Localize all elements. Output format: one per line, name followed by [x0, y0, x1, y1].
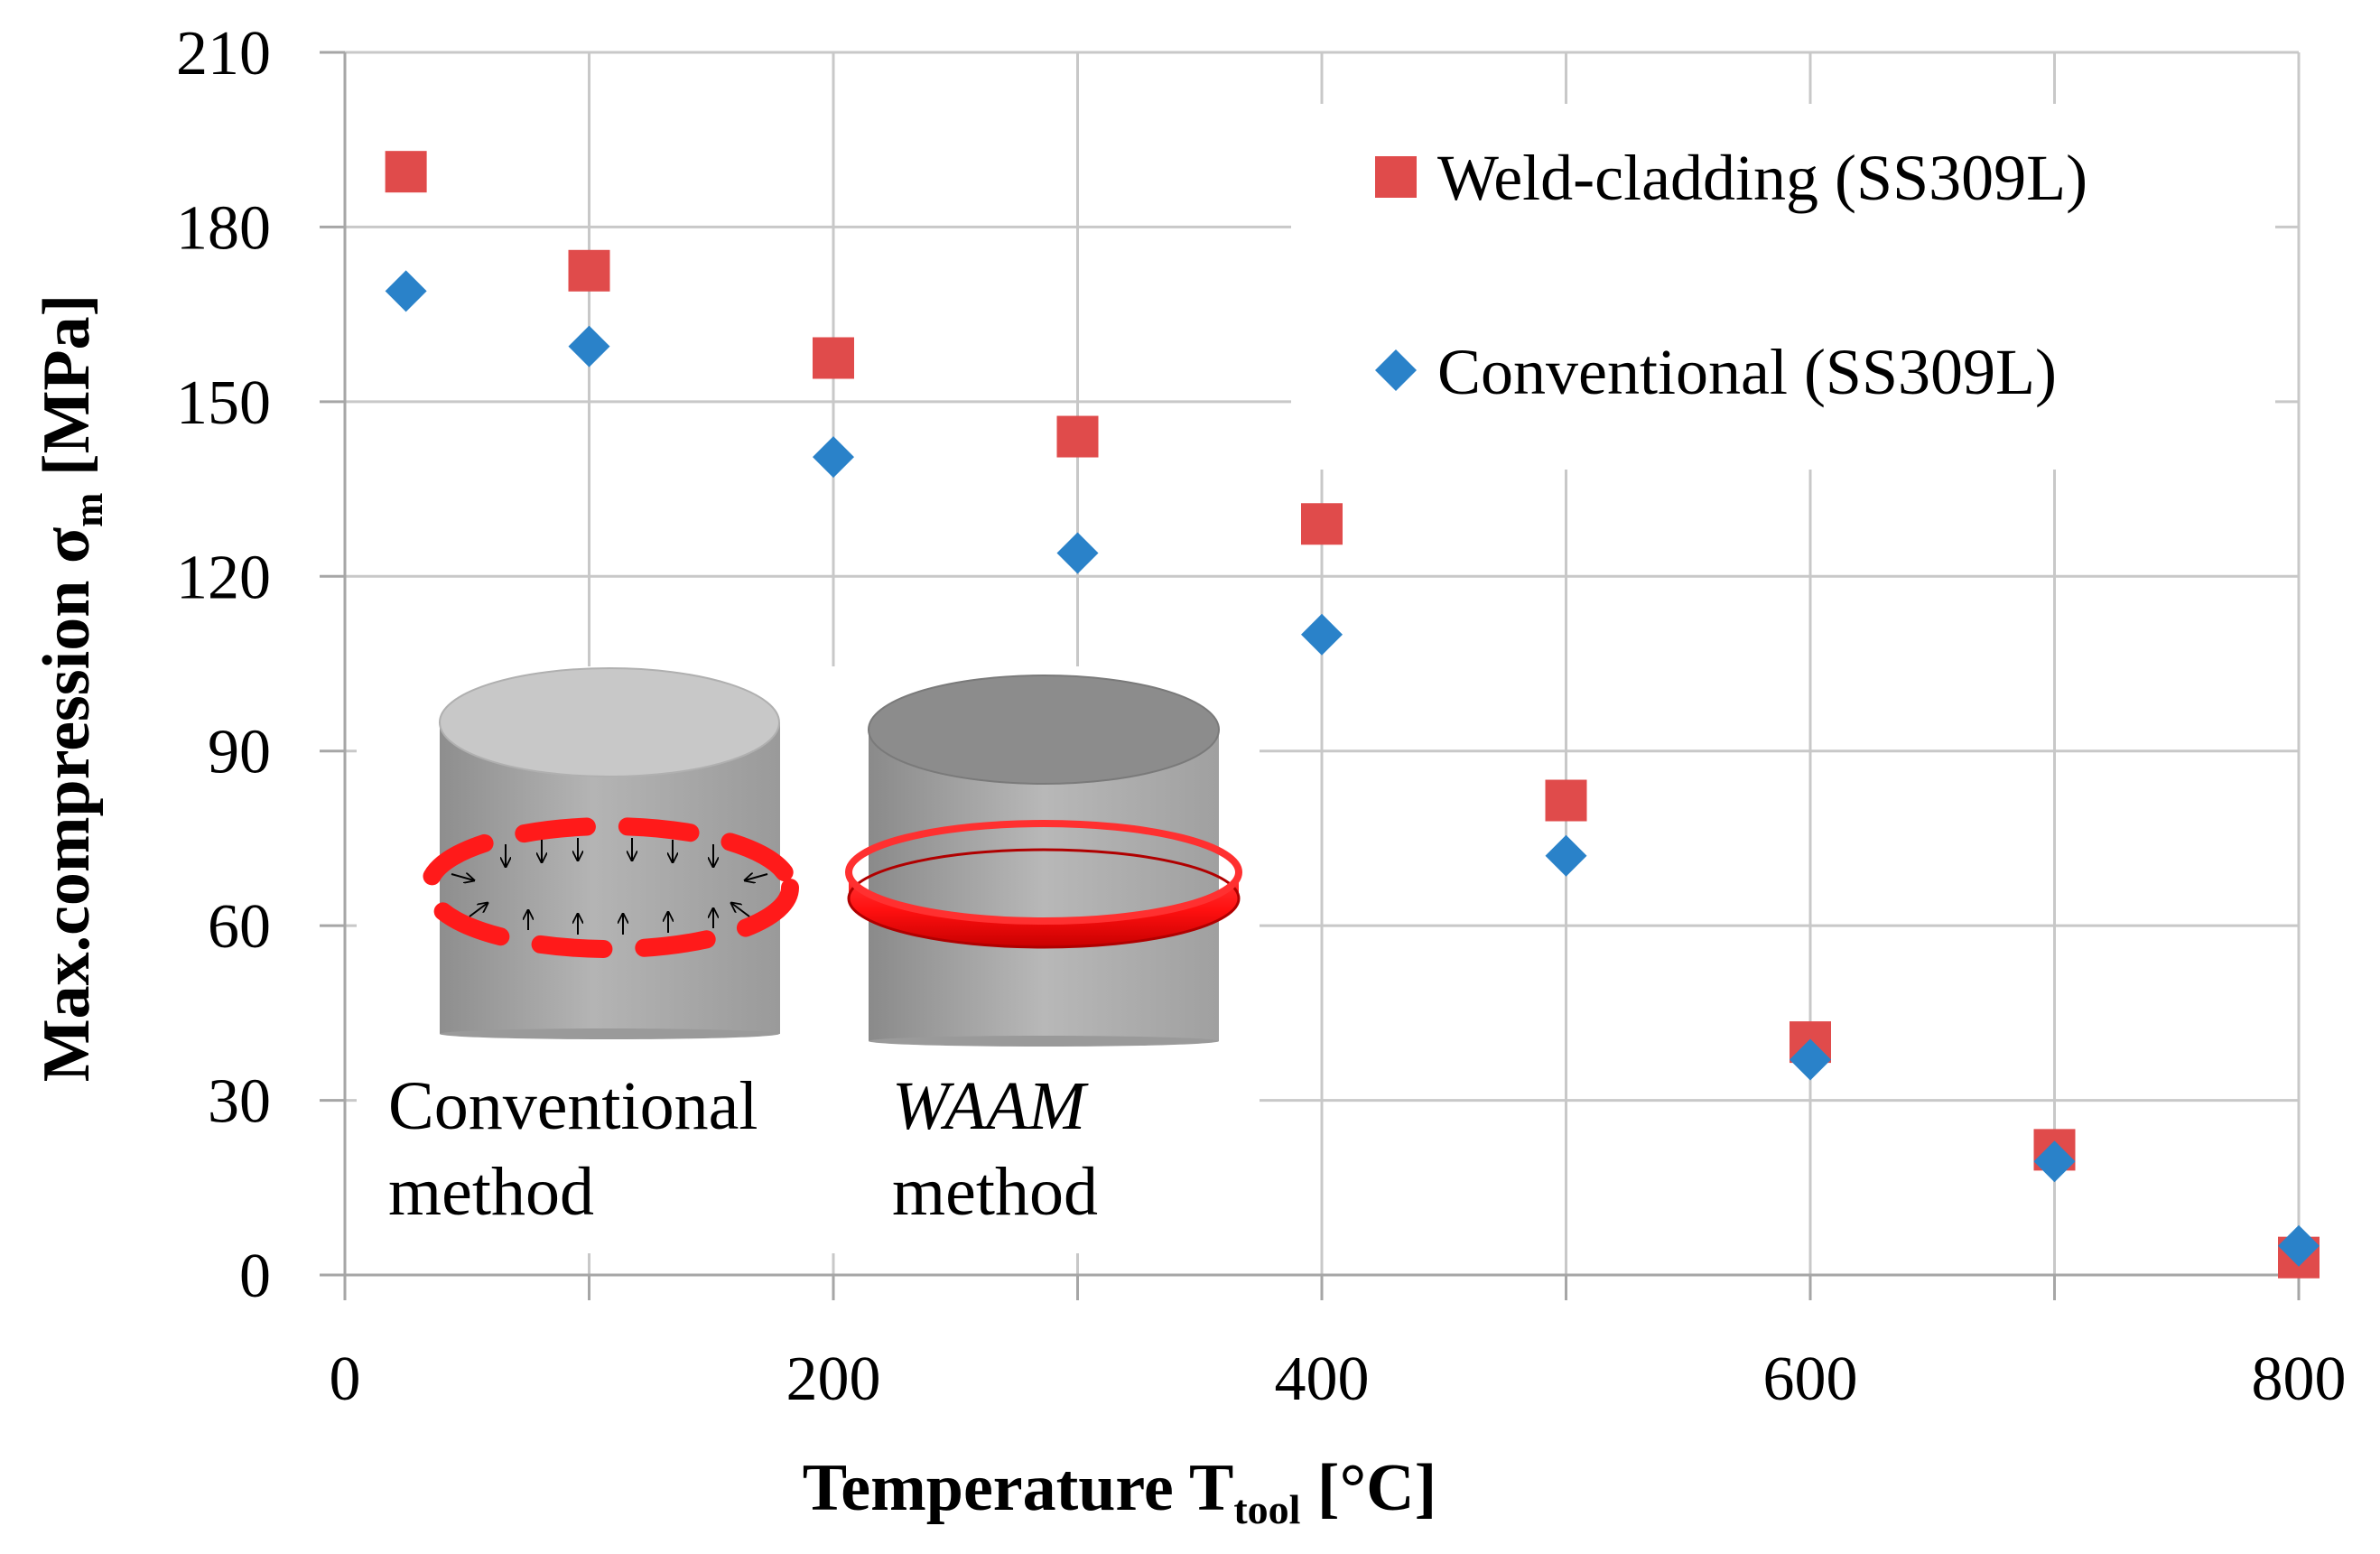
- inset-label-conventional-line2: method: [388, 1154, 594, 1230]
- x-axis-title: Temperature Ttool [°C]: [803, 1451, 1437, 1532]
- x-tick-label: 0: [330, 1345, 361, 1414]
- waam-cylinder-top: [868, 675, 1220, 785]
- x-axis-title-sub: tool: [1233, 1486, 1300, 1532]
- legend: Weld-cladding (SS309L) Conventional (SS3…: [1291, 104, 2275, 470]
- conventional-point: [1056, 532, 1099, 574]
- legend-label-conventional: Conventional (SS309L): [1437, 336, 2057, 408]
- data-points: [385, 151, 2320, 1279]
- conventional-point: [1301, 613, 1343, 656]
- conventional-point: [2033, 1140, 2076, 1183]
- conventional-point: [568, 325, 610, 368]
- weld-cladding-point: [1545, 779, 1587, 822]
- y-tick-label: 120: [176, 543, 271, 612]
- waam-ring-lower-edge: [847, 848, 1241, 949]
- x-tick-label: 400: [1275, 1345, 1370, 1414]
- legend-background: [1291, 104, 2275, 470]
- legend-marker-conventional: [1375, 349, 1417, 391]
- conventional-dashed-ring: [420, 817, 799, 958]
- inset-illustration: Conventional method WAAM method: [357, 666, 1260, 1253]
- x-tick-labels: 0 200 400 600 800: [330, 1345, 2347, 1414]
- x-tick-label: 600: [1763, 1345, 1858, 1414]
- y-tick-label: 30: [208, 1067, 271, 1137]
- waam-ring: [849, 872, 1239, 947]
- conventional-point: [2278, 1224, 2320, 1267]
- conventional-cylinder-top: [439, 667, 780, 777]
- inset-label-conventional-line1: Conventional: [388, 1068, 758, 1144]
- x-tick-label: 200: [786, 1345, 881, 1414]
- x-tick-label: 800: [2252, 1345, 2347, 1414]
- y-tick-label: 60: [208, 892, 271, 962]
- waam-ring-top-edge: [845, 820, 1242, 925]
- y-tick-label: 0: [239, 1242, 271, 1311]
- conventional-point: [385, 270, 427, 312]
- y-axis-title-sub: m: [65, 493, 111, 527]
- y-axis-title-unit: [MPa]: [30, 294, 104, 493]
- conventional-point: [1545, 834, 1587, 877]
- compression-arrows: [451, 838, 768, 935]
- conventional-point: [813, 436, 854, 479]
- axes: [320, 51, 2301, 1300]
- waam-cylinder: [845, 675, 1242, 1047]
- x-axis-title-unit: [°C]: [1300, 1451, 1436, 1525]
- inset-label-waam-line2: method: [892, 1154, 1098, 1230]
- legend-label-weld-cladding: Weld-cladding (SS309L): [1437, 142, 2087, 214]
- weld-cladding-point: [568, 249, 610, 292]
- legend-marker-weld-cladding: [1375, 156, 1417, 198]
- weld-cladding-point: [385, 151, 427, 193]
- conventional-point: [1790, 1038, 1831, 1081]
- conventional-cylinder-bottom: [440, 1028, 779, 1039]
- y-tick-label: 210: [176, 19, 271, 88]
- inset-label-waam-line1: WAAM: [892, 1068, 1089, 1144]
- y-tick-label: 90: [208, 718, 271, 787]
- y-axis-title: Max.compression σm [MPa]: [30, 294, 111, 1083]
- x-axis-title-main: Temperature T: [803, 1451, 1234, 1525]
- y-tick-label: 150: [176, 368, 271, 438]
- weld-cladding-point: [1301, 503, 1343, 545]
- waam-cylinder-bottom: [869, 1036, 1219, 1047]
- weld-cladding-point: [1056, 415, 1099, 458]
- conventional-cylinder: [420, 667, 799, 1039]
- y-tick-label: 180: [176, 193, 271, 263]
- y-tick-labels: 0 30 60 90 120 150 180 210: [176, 19, 271, 1311]
- y-axis-title-main: Max.compression σ: [30, 527, 104, 1082]
- weld-cladding-point: [813, 337, 854, 379]
